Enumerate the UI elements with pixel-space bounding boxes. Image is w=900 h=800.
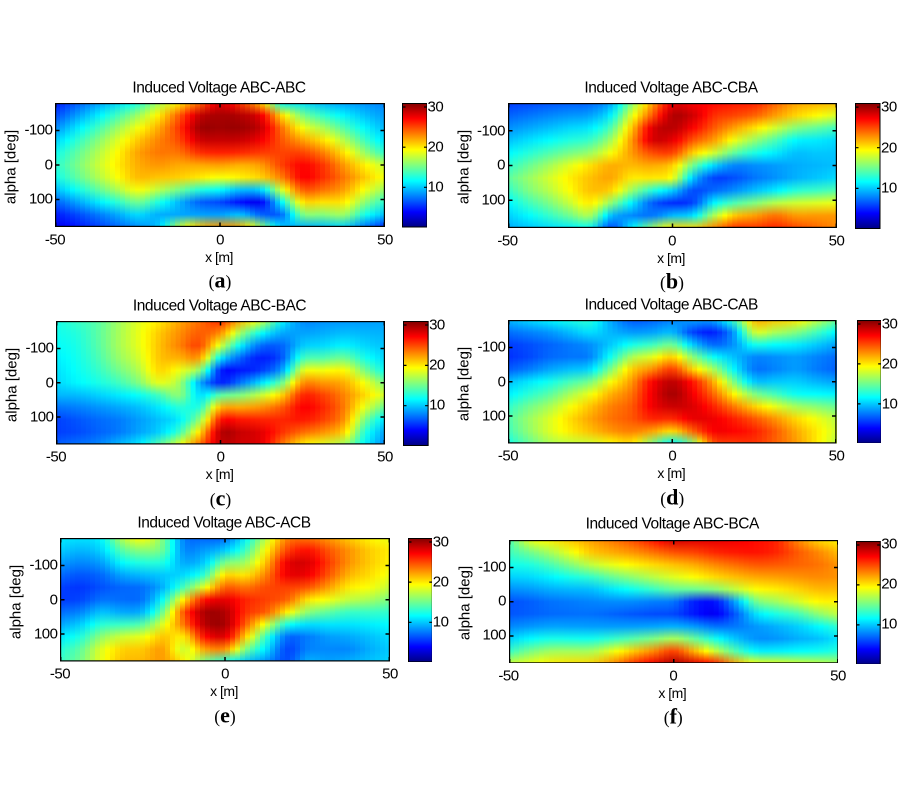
svg-text:alpha [deg]: alpha [deg] bbox=[4, 347, 21, 421]
svg-text:alpha [deg]: alpha [deg] bbox=[455, 129, 472, 203]
svg-text:alpha [deg]: alpha [deg] bbox=[456, 346, 473, 420]
svg-text:alpha [deg]: alpha [deg] bbox=[3, 129, 20, 203]
svg-text:alpha [deg]: alpha [deg] bbox=[8, 564, 25, 638]
svg-text:alpha [deg]: alpha [deg] bbox=[456, 566, 473, 640]
